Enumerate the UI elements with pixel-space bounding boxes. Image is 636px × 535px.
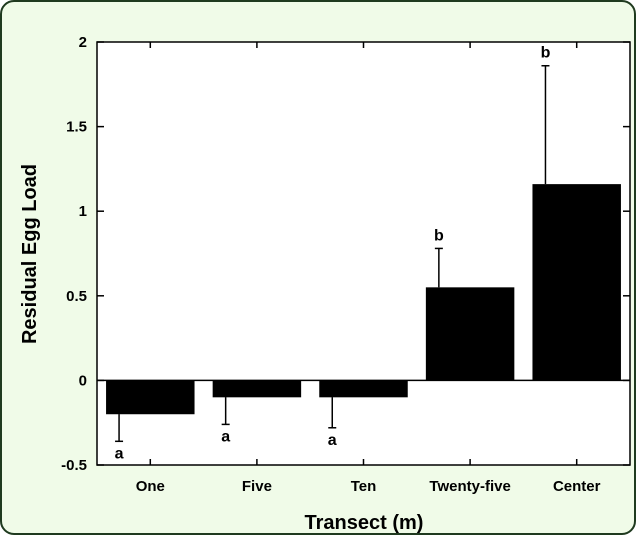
significance-label-five: a: [221, 428, 230, 445]
error-bar-center: [541, 64, 550, 185]
x-tick-label: One: [136, 478, 165, 495]
bar-one: [106, 380, 195, 415]
bar-twenty-five: [425, 287, 515, 381]
x-tick-label: Center: [553, 478, 601, 495]
y-axis-title: Residual Egg Load: [19, 164, 41, 344]
error-bars-layer: [115, 64, 550, 443]
bars-layer: [106, 184, 621, 415]
bar-center: [532, 184, 621, 381]
x-axis-ticks: One Five Ten Twenty-five Center: [136, 42, 601, 495]
y-tick-label: 1.5: [66, 119, 87, 136]
error-bar-one: [115, 380, 124, 443]
significance-label-twenty-five: b: [434, 227, 444, 244]
y-tick-label: 0.5: [66, 288, 87, 305]
error-bar-ten: [328, 380, 337, 429]
y-axis-ticks: -0.5 0 0.5 1 1.5 2: [61, 34, 630, 474]
significance-labels: a a a b b: [115, 45, 551, 463]
x-axis-title: Transect (m): [305, 512, 424, 534]
y-tick-label: 2: [79, 34, 87, 51]
bar-ten: [319, 380, 408, 398]
error-bar-five: [221, 380, 230, 426]
significance-label-one: a: [115, 445, 124, 462]
x-tick-label: Ten: [351, 478, 377, 495]
significance-label-ten: a: [328, 432, 337, 449]
bar-five: [212, 380, 302, 398]
x-tick-label: Twenty-five: [429, 478, 510, 495]
x-tick-label: Five: [242, 478, 272, 495]
y-tick-label: 0: [79, 372, 87, 389]
error-bar-twenty-five: [434, 247, 443, 288]
y-tick-label: 1: [79, 203, 87, 220]
significance-label-center: b: [541, 45, 551, 62]
y-tick-label: -0.5: [61, 457, 87, 474]
